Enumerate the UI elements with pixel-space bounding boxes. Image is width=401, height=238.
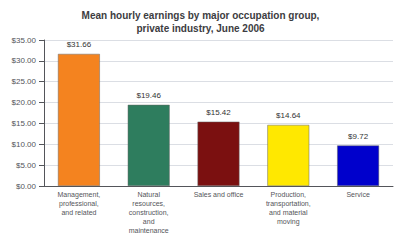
svg-text:and related: and related — [61, 209, 96, 216]
svg-text:$10.00: $10.00 — [12, 140, 37, 149]
svg-text:$25.00: $25.00 — [12, 77, 37, 86]
svg-text:$15.00: $15.00 — [12, 119, 37, 128]
svg-text:Service: Service — [346, 191, 369, 198]
svg-text:Mean hourly earnings by major: Mean hourly earnings by major occupation… — [82, 10, 320, 21]
svg-text:and: and — [143, 218, 155, 225]
svg-text:private industry, June 2006: private industry, June 2006 — [136, 23, 265, 34]
svg-text:$31.66: $31.66 — [67, 40, 92, 49]
svg-text:construction,: construction, — [129, 209, 169, 216]
svg-text:$5.00: $5.00 — [16, 161, 37, 170]
svg-text:$14.64: $14.64 — [276, 111, 301, 120]
svg-text:$35.00: $35.00 — [12, 36, 37, 45]
svg-text:$9.72: $9.72 — [348, 132, 369, 141]
svg-text:professional,: professional, — [59, 200, 99, 208]
svg-text:resources,: resources, — [132, 200, 165, 207]
svg-text:Natural: Natural — [137, 191, 160, 198]
svg-text:$20.00: $20.00 — [12, 98, 37, 107]
svg-text:and material: and material — [269, 209, 308, 216]
svg-text:maintenance: maintenance — [129, 227, 169, 234]
svg-text:Production,: Production, — [271, 191, 306, 198]
svg-text:$30.00: $30.00 — [12, 56, 37, 65]
svg-text:$0.00: $0.00 — [16, 182, 37, 191]
svg-text:transportation,: transportation, — [266, 200, 311, 208]
svg-text:$19.46: $19.46 — [136, 91, 161, 100]
svg-text:Management,: Management, — [57, 191, 100, 199]
svg-text:moving: moving — [277, 218, 300, 226]
svg-text:$15.42: $15.42 — [206, 108, 231, 117]
svg-text:Sales and office: Sales and office — [194, 191, 244, 198]
